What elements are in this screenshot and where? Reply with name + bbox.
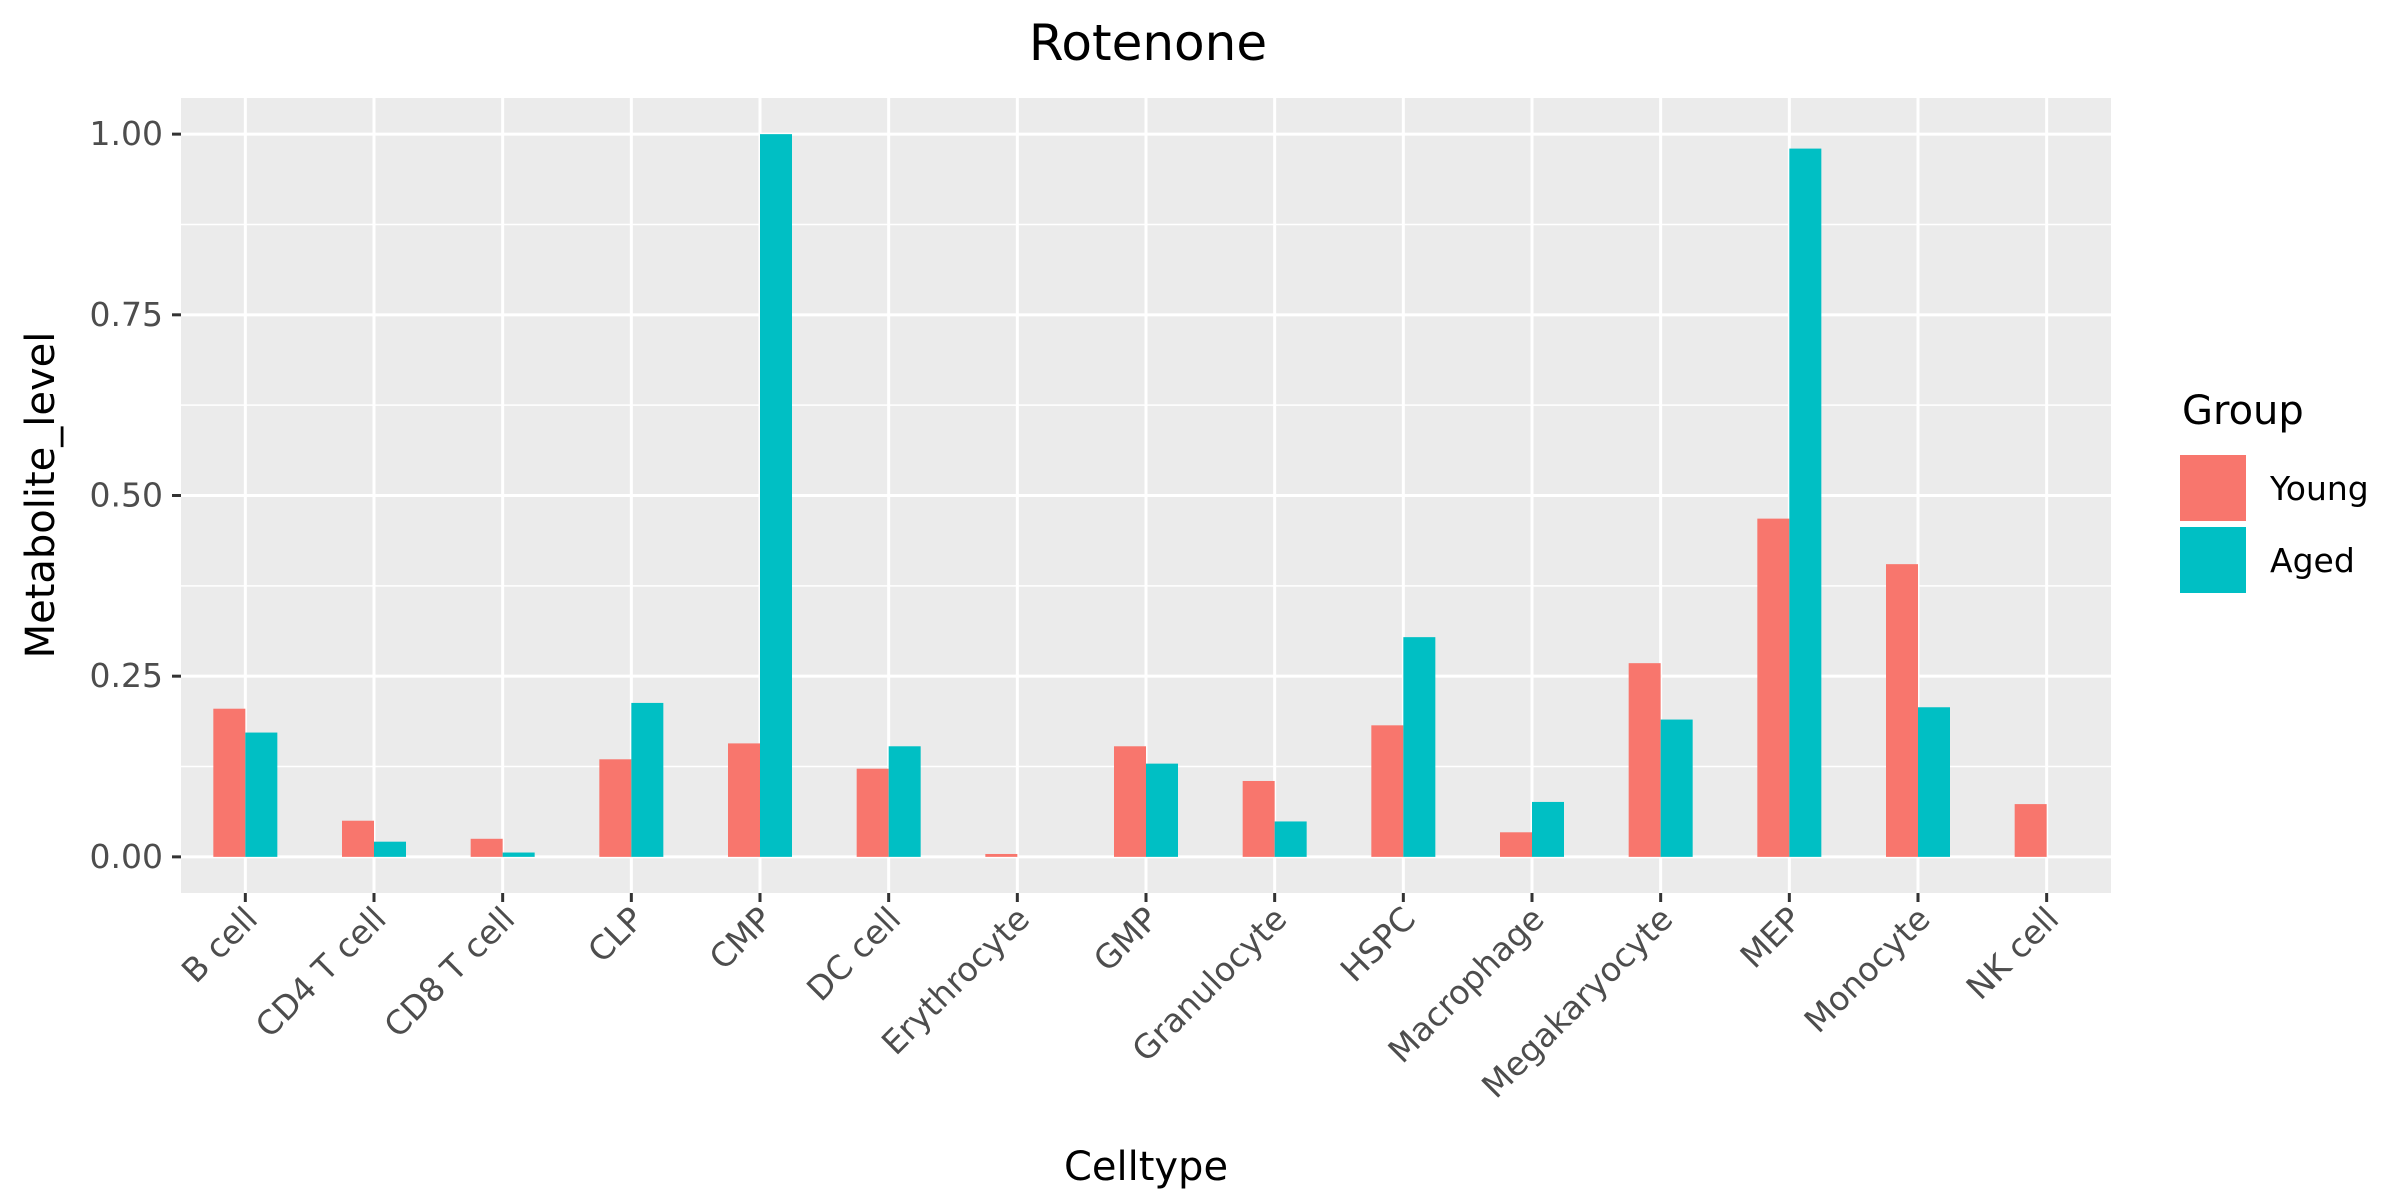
bar-young-macrophage: [1500, 832, 1532, 857]
legend-swatch-aged: [2180, 527, 2246, 593]
y-tick-label: 0.50: [90, 476, 163, 515]
bar-young-nk-cell: [2014, 804, 2047, 857]
legend-title: Group: [2182, 388, 2304, 434]
bar-aged-clp: [631, 702, 664, 857]
y-tick-label: 1.00: [90, 114, 163, 153]
x-tick-label: Monocyte: [1796, 899, 1937, 1040]
bar-young-hspc: [1371, 725, 1404, 857]
bar-aged-mep: [1789, 148, 1822, 857]
x-tick-label: CD8 T cell: [376, 899, 522, 1045]
x-tick-label: CLP: [580, 899, 651, 970]
bar-young-b-cell: [213, 708, 246, 857]
bar-aged-monocyte: [1918, 707, 1950, 857]
chart-title: Rotenone: [1029, 14, 1267, 72]
bar-young-gmp: [1114, 746, 1146, 857]
bar-aged-megakaryocyte: [1660, 719, 1693, 857]
bar-young-mep: [1757, 518, 1790, 857]
y-axis: 0.00 0.25 0.50 0.75 1.00: [90, 114, 181, 876]
bar-young-granulocyte: [1242, 780, 1275, 857]
bar-aged-gmp: [1146, 763, 1178, 857]
x-tick-label: B cell: [174, 899, 265, 990]
legend-label-young: Young: [2269, 469, 2369, 508]
x-tick-label: CD4 T cell: [248, 899, 394, 1045]
bar-aged-granulocyte: [1274, 821, 1307, 857]
bar-young-cd4-t-cell: [342, 820, 374, 857]
x-tick-label: HSPC: [1333, 899, 1423, 989]
x-tick-label: MEP: [1732, 899, 1809, 976]
x-axis-title: Celltype: [1064, 1144, 1228, 1190]
bar-young-cd8-t-cell: [470, 838, 503, 857]
bar-aged-b-cell: [245, 732, 278, 857]
x-tick-label: DC cell: [799, 899, 908, 1008]
bar-young-megakaryocyte: [1628, 663, 1661, 857]
y-tick-label: 0.25: [90, 656, 163, 695]
bar-aged-macrophage: [1532, 801, 1564, 857]
legend: Group Young Aged: [2180, 388, 2369, 593]
bar-young-monocyte: [1886, 564, 1918, 857]
y-tick-label: 0.75: [90, 295, 163, 334]
bar-young-clp: [599, 759, 632, 857]
bar-aged-cd8-t-cell: [502, 852, 535, 857]
bars: [213, 134, 2047, 857]
bar-aged-cmp: [760, 134, 792, 857]
x-tick-label: NK cell: [1958, 899, 2066, 1007]
bar-aged-dc-cell: [888, 746, 921, 857]
y-tick-label: 0.00: [90, 837, 163, 876]
legend-label-aged: Aged: [2270, 541, 2355, 580]
bar-aged-hspc: [1403, 637, 1436, 857]
bar-young-cmp: [728, 743, 760, 857]
bar-young-erythrocyte: [985, 853, 1018, 857]
bar-aged-cd4-t-cell: [374, 841, 406, 857]
y-axis-title: Metabolite_level: [18, 332, 64, 659]
x-tick-label: GMP: [1086, 899, 1166, 979]
legend-swatch-young: [2180, 455, 2246, 521]
x-tick-label: CMP: [702, 899, 780, 977]
bar-young-dc-cell: [856, 768, 889, 857]
